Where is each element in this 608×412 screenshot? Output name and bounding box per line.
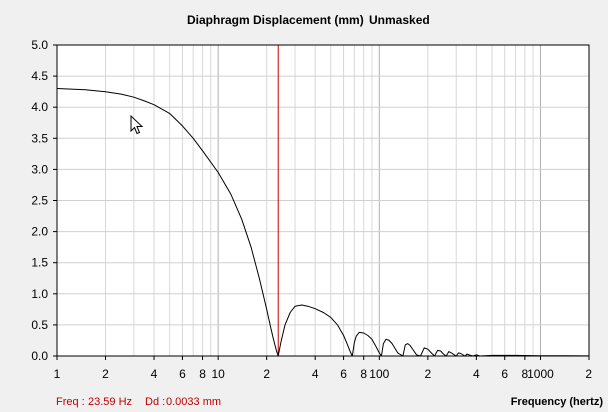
freq-label: Freq : bbox=[56, 396, 85, 408]
x-tick-label: 4 bbox=[473, 367, 480, 381]
y-tick-label: 0.0 bbox=[31, 349, 48, 363]
y-axis-ticks: 0.0 0.5 1.0 1.5 2.0 2.5 3.0 3.5 4.0 4.5 5.0 bbox=[31, 38, 57, 363]
freq-value: 23.59 Hz bbox=[88, 396, 132, 408]
y-tick-label: 2.5 bbox=[31, 194, 48, 208]
chart-title: Diaphragm Displacement (mm) bbox=[187, 13, 364, 27]
y-tick-label: 1.5 bbox=[31, 256, 48, 270]
y-tick-label: 0.5 bbox=[31, 318, 48, 332]
mode-label: Unmasked bbox=[369, 13, 430, 27]
x-tick-label: 6 bbox=[340, 367, 347, 381]
x-tick-label: 2 bbox=[585, 367, 592, 381]
x-axis-title: Frequency (hertz) bbox=[511, 396, 604, 408]
series-layer bbox=[56, 88, 590, 357]
dd-label: Dd : bbox=[145, 396, 165, 408]
x-tick-label: 8 bbox=[522, 367, 529, 381]
y-tick-label: 5.0 bbox=[31, 38, 48, 52]
x-tick-label: 4 bbox=[151, 367, 158, 381]
x-tick-label: 8 bbox=[199, 367, 206, 381]
y-tick-label: 2.0 bbox=[31, 225, 48, 239]
grid bbox=[57, 45, 589, 356]
x-tick-label: 6 bbox=[179, 367, 186, 381]
x-tick-label: 2 bbox=[424, 367, 431, 381]
dd-value: 0.0033 mm bbox=[166, 396, 221, 408]
x-tick-label: 6 bbox=[501, 367, 508, 381]
displacement-curve bbox=[56, 88, 590, 357]
x-tick-label: 1000 bbox=[527, 367, 554, 381]
y-tick-label: 4.0 bbox=[31, 100, 48, 114]
x-tick-label: 1 bbox=[54, 367, 61, 381]
x-tick-label: 8 bbox=[360, 367, 367, 381]
y-tick-label: 4.5 bbox=[31, 69, 48, 83]
x-tick-label: 100 bbox=[369, 367, 389, 381]
y-tick-label: 1.0 bbox=[31, 287, 48, 301]
y-tick-label: 3.0 bbox=[31, 162, 48, 176]
x-tick-label: 2 bbox=[263, 367, 270, 381]
x-tick-label: 4 bbox=[312, 367, 319, 381]
x-tick-label: 2 bbox=[102, 367, 109, 381]
mouse-pointer-icon bbox=[130, 114, 144, 135]
y-tick-label: 3.5 bbox=[31, 131, 48, 145]
x-tick-label: 10 bbox=[211, 367, 225, 381]
